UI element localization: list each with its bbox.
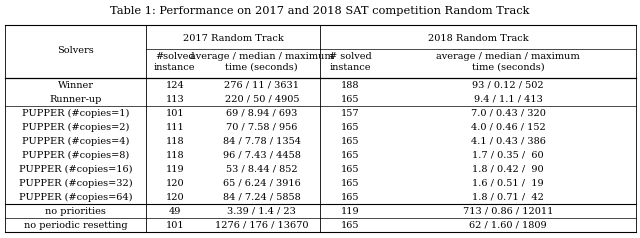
Text: 70 / 7.58 / 956: 70 / 7.58 / 956 [226,123,298,132]
Text: 713 / 0.86 / 12011: 713 / 0.86 / 12011 [463,207,554,216]
Text: 93 / 0.12 / 502: 93 / 0.12 / 502 [472,81,544,89]
Text: 4.1 / 0.43 / 386: 4.1 / 0.43 / 386 [471,137,545,146]
Text: Winner: Winner [58,81,93,89]
Text: 165: 165 [341,193,359,202]
Text: PUPPER (#copies=8): PUPPER (#copies=8) [22,150,129,160]
Text: PUPPER (#copies=2): PUPPER (#copies=2) [22,123,129,132]
Text: 188: 188 [341,81,359,89]
Text: PUPPER (#copies=64): PUPPER (#copies=64) [19,193,132,202]
Text: 120: 120 [165,178,184,188]
Text: 9.4 / 1.1 / 413: 9.4 / 1.1 / 413 [474,94,543,104]
Text: 119: 119 [340,207,360,216]
Text: 1276 / 176 / 13670: 1276 / 176 / 13670 [215,221,308,229]
Text: no periodic resetting: no periodic resetting [24,221,127,229]
Text: average / median / maximum
time (seconds): average / median / maximum time (seconds… [190,52,333,72]
Text: 165: 165 [341,123,359,132]
Text: 84 / 7.24 / 5858: 84 / 7.24 / 5858 [223,193,301,202]
Text: 1.8 / 0.42 /  90: 1.8 / 0.42 / 90 [472,164,544,174]
Text: Solvers: Solvers [57,46,94,55]
Text: 165: 165 [341,94,359,104]
Text: 3.39 / 1.4 / 23: 3.39 / 1.4 / 23 [227,207,296,216]
Text: PUPPER (#copies=1): PUPPER (#copies=1) [22,109,129,118]
Text: PUPPER (#copies=4): PUPPER (#copies=4) [22,137,129,146]
Text: 165: 165 [341,137,359,146]
Text: 111: 111 [165,123,184,132]
Text: 2018 Random Track: 2018 Random Track [428,34,529,43]
Text: 62 / 1.60 / 1809: 62 / 1.60 / 1809 [469,221,547,229]
Text: 49: 49 [168,207,181,216]
Text: Runner-up: Runner-up [49,94,102,104]
Text: 157: 157 [340,109,360,118]
Text: 119: 119 [165,164,184,174]
Text: 1.7 / 0.35 /  60: 1.7 / 0.35 / 60 [472,151,544,159]
Text: 1.6 / 0.51 /  19: 1.6 / 0.51 / 19 [472,178,544,188]
Text: 69 / 8.94 / 693: 69 / 8.94 / 693 [226,109,298,118]
Text: 276 / 11 / 3631: 276 / 11 / 3631 [224,81,300,89]
Text: 96 / 7.43 / 4458: 96 / 7.43 / 4458 [223,151,301,159]
Text: 101: 101 [165,221,184,229]
Text: 165: 165 [341,221,359,229]
Text: 165: 165 [341,151,359,159]
Text: PUPPER (#copies=32): PUPPER (#copies=32) [19,178,132,188]
Text: 4.0 / 0.46 / 152: 4.0 / 0.46 / 152 [471,123,545,132]
Text: 65 / 6.24 / 3916: 65 / 6.24 / 3916 [223,178,301,188]
Text: 101: 101 [165,109,184,118]
Text: 220 / 50 / 4905: 220 / 50 / 4905 [225,94,299,104]
Text: 53 / 8.44 / 852: 53 / 8.44 / 852 [226,164,298,174]
Text: # solved
instance: # solved instance [329,52,371,72]
Text: 165: 165 [341,178,359,188]
Text: 120: 120 [165,193,184,202]
Text: 113: 113 [165,94,184,104]
Text: average / median / maximum
time (seconds): average / median / maximum time (seconds… [436,52,580,72]
Text: #solved
instance: #solved instance [154,52,195,72]
Text: 7.0 / 0.43 / 320: 7.0 / 0.43 / 320 [471,109,545,118]
Text: 118: 118 [165,137,184,146]
Text: 124: 124 [165,81,184,89]
Text: 165: 165 [341,164,359,174]
Text: 1.8 / 0.71 /  42: 1.8 / 0.71 / 42 [472,193,544,202]
Text: 118: 118 [165,151,184,159]
Text: 84 / 7.78 / 1354: 84 / 7.78 / 1354 [223,137,301,146]
Text: 2017 Random Track: 2017 Random Track [182,34,284,43]
Text: Table 1: Performance on 2017 and 2018 SAT competition Random Track: Table 1: Performance on 2017 and 2018 SA… [110,6,530,16]
Text: PUPPER (#copies=16): PUPPER (#copies=16) [19,164,132,174]
Text: no priorities: no priorities [45,207,106,216]
